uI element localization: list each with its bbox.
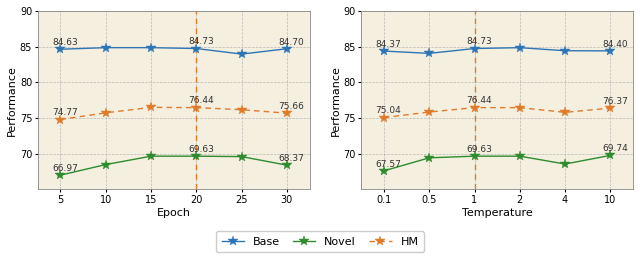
Novel xyxy=(470,155,478,158)
Base xyxy=(470,47,478,50)
Text: 76.37: 76.37 xyxy=(602,97,628,106)
Novel xyxy=(193,155,200,158)
HM xyxy=(147,106,155,109)
HM xyxy=(470,106,478,109)
HM xyxy=(607,107,614,110)
Text: 84.37: 84.37 xyxy=(376,40,401,49)
Text: 84.70: 84.70 xyxy=(278,38,305,46)
Text: 84.40: 84.40 xyxy=(602,40,628,49)
Y-axis label: Performance: Performance xyxy=(7,64,17,135)
Base xyxy=(380,50,388,53)
Base xyxy=(147,46,155,49)
HM xyxy=(380,116,388,119)
Novel xyxy=(238,155,246,158)
Line: Novel: Novel xyxy=(379,150,615,176)
Text: 69.74: 69.74 xyxy=(602,144,628,153)
Y-axis label: Performance: Performance xyxy=(330,64,340,135)
HM xyxy=(561,111,569,114)
Novel xyxy=(426,156,433,159)
Base xyxy=(561,49,569,52)
Novel xyxy=(283,164,291,167)
Novel xyxy=(380,169,388,172)
HM xyxy=(102,111,109,114)
Line: Base: Base xyxy=(379,43,615,58)
Text: 84.73: 84.73 xyxy=(188,37,214,46)
Novel xyxy=(102,163,109,166)
Base xyxy=(607,49,614,52)
Novel xyxy=(147,155,155,158)
X-axis label: Temperature: Temperature xyxy=(462,207,532,217)
Line: Novel: Novel xyxy=(56,151,292,180)
Text: 67.57: 67.57 xyxy=(376,160,401,169)
Text: 76.44: 76.44 xyxy=(188,96,214,106)
Base xyxy=(238,53,246,56)
Text: 69.63: 69.63 xyxy=(466,145,492,154)
HM xyxy=(283,112,291,115)
HM xyxy=(56,118,64,121)
Text: 66.97: 66.97 xyxy=(52,164,78,173)
Text: 84.73: 84.73 xyxy=(466,37,492,46)
Line: HM: HM xyxy=(56,102,292,124)
Base xyxy=(56,48,64,51)
HM xyxy=(238,108,246,111)
Novel xyxy=(607,154,614,157)
X-axis label: Epoch: Epoch xyxy=(157,207,191,217)
HM xyxy=(193,106,200,109)
Text: 68.37: 68.37 xyxy=(278,154,305,163)
Text: 84.63: 84.63 xyxy=(52,38,78,47)
Text: 76.44: 76.44 xyxy=(466,96,492,106)
Novel xyxy=(56,174,64,177)
Novel xyxy=(516,155,524,158)
Text: 75.04: 75.04 xyxy=(376,107,401,115)
Legend: Base, Novel, HM: Base, Novel, HM xyxy=(216,231,424,252)
Text: 74.77: 74.77 xyxy=(52,108,78,117)
Line: HM: HM xyxy=(379,103,615,123)
Base xyxy=(102,46,109,49)
Text: 75.66: 75.66 xyxy=(278,102,305,111)
Base xyxy=(283,47,291,50)
Text: 69.63: 69.63 xyxy=(188,145,214,154)
Base xyxy=(193,47,200,50)
HM xyxy=(426,110,433,114)
Line: Base: Base xyxy=(56,43,292,59)
HM xyxy=(516,106,524,109)
Novel xyxy=(561,163,569,166)
Base xyxy=(516,46,524,49)
Base xyxy=(426,52,433,55)
